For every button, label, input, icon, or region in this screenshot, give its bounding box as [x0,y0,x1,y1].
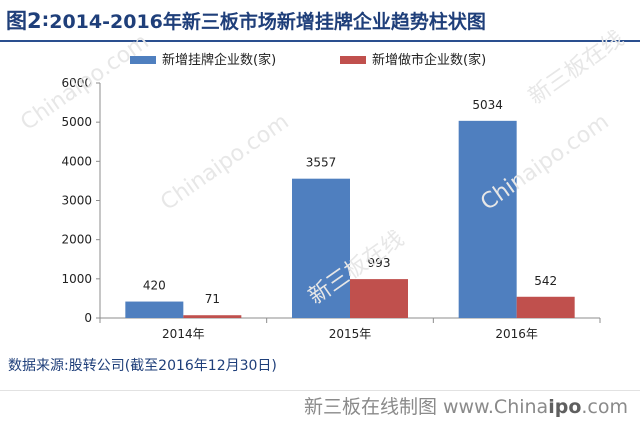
data-label-1-2014年: 420 [143,279,166,293]
watermark-prefix: 新三板在线制图 www.China [303,396,549,418]
watermark-suffix: .com [581,396,628,418]
y-tick-label: 3000 [61,194,92,208]
chart-title: 2014-2016年新三板市场新增挂牌企业趋势柱状图 [49,10,486,33]
legend-swatch-1 [130,56,156,64]
bar-2-2014年 [183,315,242,318]
y-tick-label: 1000 [61,272,92,286]
x-tick-label: 2014年 [162,327,205,341]
figure-colon: : [41,9,50,31]
bar-2-2015年 [350,279,408,318]
title-divider [0,40,640,42]
watermark-divider [0,390,640,391]
y-tick-label: 6000 [61,76,92,90]
y-tick-label: 0 [84,311,92,325]
x-tick-label: 2016年 [495,327,538,341]
legend-label-1: 新增挂牌企业数(家) [162,52,276,68]
bar-1-2016年 [458,120,517,319]
y-tick-label: 5000 [61,115,92,129]
data-label-1-2016年: 5034 [472,98,503,112]
bar-2-2016年 [516,296,575,318]
data-label-2-2014年: 71 [205,292,220,306]
data-label-1-2015年: 3557 [306,156,337,170]
y-tick-label: 4000 [61,154,92,168]
data-label-2-2016年: 542 [534,274,557,288]
y-tick-label: 2000 [61,233,92,247]
bar-1-2015年 [292,178,350,318]
site-watermark: 新三板在线制图 www.Chinaipo.com [304,392,628,419]
legend-label-2: 新增做市企业数(家) [372,52,486,68]
figure-label: 图2 [6,9,42,33]
data-source-note: 数据来源:股转公司(截至2016年12月30日) [8,358,277,374]
x-tick-label: 2015年 [329,327,372,341]
bar-1-2014年 [125,301,184,318]
data-label-2-2015年: 993 [368,256,391,270]
watermark-bold: ipo [548,396,582,418]
bar-chart: 新增挂牌企业数(家) 新增做市企业数(家) 0 1000 2000 3000 4000 500… [61,52,601,341]
legend-swatch-2 [340,56,366,64]
page-title: 图2 : 2014-2016年新三板市场新增挂牌企业趋势柱状图 [0,0,640,40]
